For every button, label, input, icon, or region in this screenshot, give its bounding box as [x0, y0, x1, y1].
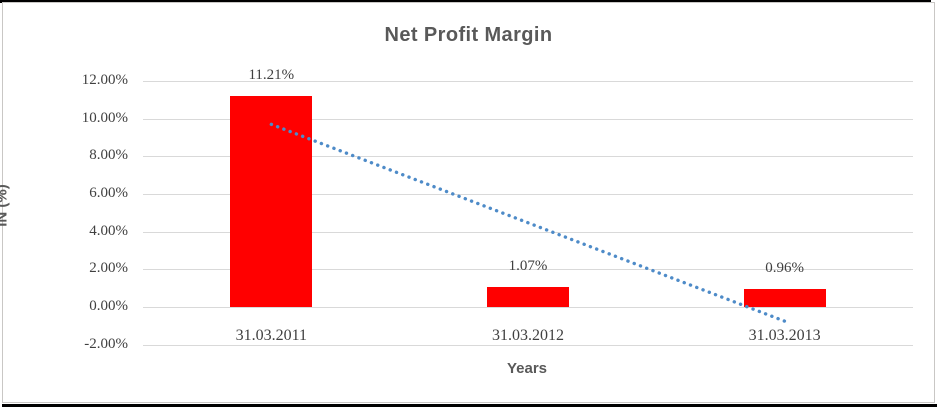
bar-31.03.2013	[743, 288, 826, 308]
bar-31.03.2012	[487, 286, 569, 307]
x-axis-title: Years	[506, 360, 548, 377]
y-axis-title: IN (%)	[0, 184, 11, 227]
bar-31.03.2011	[230, 95, 313, 308]
chart-title: Net Profit Margin	[384, 24, 553, 46]
y-axis-tick-label: 8.00%	[89, 147, 128, 164]
gridline	[143, 118, 913, 120]
gridline	[143, 81, 913, 82]
bottom-border-line	[2, 404, 937, 407]
bar-data-label: 11.21%	[248, 66, 295, 83]
y-axis-tick-label: 6.00%	[89, 185, 128, 201]
y-axis-tick-label: -2.00%	[84, 335, 128, 352]
y-axis-tick-label: 2.00%	[89, 260, 128, 277]
y-axis-tick-label: 10.00%	[81, 109, 128, 126]
gridline	[143, 307, 913, 309]
y-axis-tick-label: 4.00%	[89, 222, 128, 239]
y-axis-tick-label: 12.00%	[81, 72, 128, 88]
gridline	[143, 344, 913, 346]
x-axis-tick-label: 31.03.2013	[748, 327, 821, 344]
top-border-line	[0, 0, 931, 3]
bar-data-label: 0.96%	[765, 259, 805, 276]
y-axis-tick-label: 0.00%	[89, 298, 128, 315]
bar-data-label: 1.07%	[508, 257, 548, 274]
x-axis-tick-label: 31.03.2012	[492, 327, 564, 344]
x-axis-tick-label: 31.03.2011	[235, 327, 308, 344]
